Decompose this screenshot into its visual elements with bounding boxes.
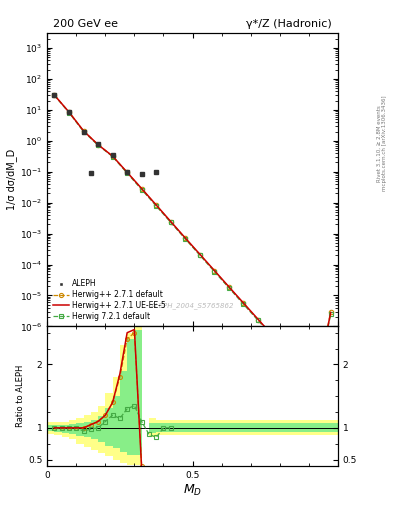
Text: 200 GeV ee: 200 GeV ee bbox=[53, 19, 118, 29]
Legend: ALEPH, Herwig++ 2.7.1 default, Herwig++ 2.7.1 UE-EE-5, Herwig 7.2.1 default: ALEPH, Herwig++ 2.7.1 default, Herwig++ … bbox=[51, 278, 168, 323]
Y-axis label: Ratio to ALEPH: Ratio to ALEPH bbox=[16, 365, 25, 428]
X-axis label: $M_D$: $M_D$ bbox=[183, 482, 202, 498]
Text: ALEPH_2004_S5765862: ALEPH_2004_S5765862 bbox=[151, 302, 234, 309]
Text: mcplots.cern.ch [arXiv:1306.3436]: mcplots.cern.ch [arXiv:1306.3436] bbox=[382, 96, 387, 191]
Text: Rivet 3.1.10, ≥ 2.8M events: Rivet 3.1.10, ≥ 2.8M events bbox=[377, 105, 382, 182]
Y-axis label: 1/σ dσ/dM_D: 1/σ dσ/dM_D bbox=[6, 149, 17, 210]
Text: γ*/Z (Hadronic): γ*/Z (Hadronic) bbox=[246, 19, 332, 29]
